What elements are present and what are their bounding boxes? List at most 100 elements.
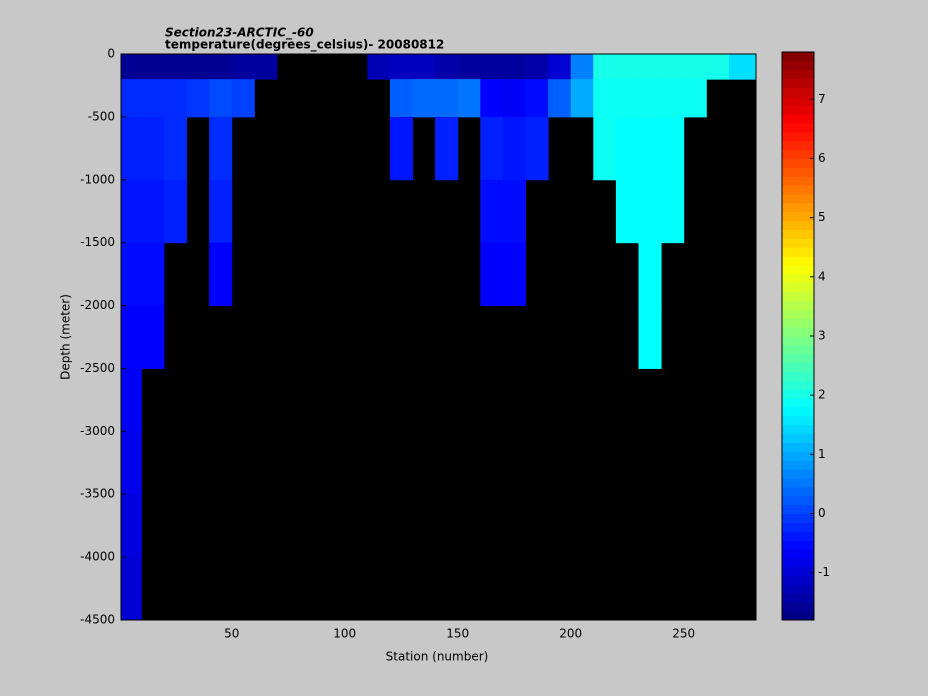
colorbar-tick-label: 6 <box>818 151 826 165</box>
cell <box>480 54 504 80</box>
cell <box>661 116 685 181</box>
cell <box>638 305 662 369</box>
colorbar-tick-label: 7 <box>818 92 826 106</box>
cell <box>502 242 527 307</box>
y-tick-label: -3000 <box>80 424 115 438</box>
colorbar-step <box>782 371 814 381</box>
colorbar-step <box>782 557 814 568</box>
colorbar-step <box>782 602 814 612</box>
colorbar-step <box>782 140 814 151</box>
cell <box>121 54 142 80</box>
colorbar-step <box>782 220 814 230</box>
x-tick-label: 100 <box>333 627 356 641</box>
cell <box>525 54 549 80</box>
colorbar-tick-label: 5 <box>818 210 826 224</box>
cell <box>209 79 233 118</box>
colorbar-step <box>782 318 814 328</box>
cell <box>231 79 255 118</box>
x-tick-label: 250 <box>672 627 695 641</box>
colorbar-step <box>782 611 814 621</box>
cell <box>121 431 142 495</box>
cell <box>706 54 730 80</box>
colorbar-step <box>782 549 814 559</box>
cell <box>163 79 188 118</box>
cell <box>121 116 142 181</box>
cell <box>254 54 278 80</box>
colorbar-step <box>782 433 814 443</box>
cell <box>525 79 549 118</box>
colorbar-tick-label: 3 <box>818 329 826 343</box>
cell <box>502 79 527 118</box>
cell <box>502 116 527 181</box>
colorbar-step <box>782 78 814 88</box>
colorbar-step <box>782 69 814 80</box>
cell <box>163 116 188 181</box>
colorbar-step <box>782 584 814 594</box>
y-tick-label: -1000 <box>80 172 115 186</box>
cell <box>412 54 436 80</box>
colorbar-step <box>782 478 814 488</box>
colorbar-step <box>782 415 814 426</box>
colorbar-tick-label: 4 <box>818 269 826 283</box>
plot-frame <box>120 53 757 621</box>
cell <box>570 79 594 118</box>
cell <box>141 116 165 181</box>
colorbar-step <box>782 575 814 585</box>
cell <box>412 79 436 118</box>
cell <box>457 79 481 118</box>
colorbar-step <box>782 114 814 124</box>
colorbar-step <box>782 398 814 408</box>
cell <box>502 179 527 244</box>
cell <box>593 116 617 181</box>
cell <box>638 79 662 118</box>
cell <box>209 54 233 80</box>
cell <box>638 116 662 181</box>
colorbar-step <box>782 389 814 399</box>
cell <box>457 54 481 80</box>
cell <box>121 557 142 621</box>
cell <box>186 54 210 80</box>
cell <box>141 305 165 369</box>
colorbar-step <box>782 424 814 435</box>
cell <box>121 242 142 307</box>
cell <box>435 79 459 118</box>
y-tick-label: -4500 <box>80 613 115 627</box>
colorbar-step <box>782 282 814 293</box>
colorbar-step <box>782 265 814 275</box>
cell <box>389 79 414 118</box>
x-tick-label: 50 <box>224 627 239 641</box>
cell <box>231 54 255 80</box>
colorbar-step <box>782 52 814 62</box>
cell <box>502 54 527 80</box>
cell <box>480 79 504 118</box>
cell <box>570 54 594 80</box>
cell <box>435 54 459 80</box>
y-tick-label: -4000 <box>80 550 115 564</box>
colorbar-step <box>782 256 814 266</box>
colorbar-step <box>782 522 814 532</box>
cell <box>367 54 391 80</box>
colorbar-step <box>782 460 814 470</box>
y-tick-label: -3500 <box>80 487 115 501</box>
cell <box>121 179 142 244</box>
colorbar-step <box>782 513 814 523</box>
colorbar-step <box>782 105 814 115</box>
colorbar-step <box>782 486 814 497</box>
cell <box>389 116 414 181</box>
y-tick-label: 0 <box>107 47 115 61</box>
cell <box>209 179 233 244</box>
cell <box>480 179 504 244</box>
colorbar-step <box>782 531 814 541</box>
colorbar-step <box>782 211 814 222</box>
x-axis-label: Station (number) <box>386 650 489 664</box>
cell <box>141 242 165 307</box>
colorbar-step <box>782 123 814 133</box>
cell <box>638 179 662 244</box>
cell <box>683 79 707 118</box>
colorbar-step <box>782 407 814 417</box>
colorbar-step <box>782 158 814 168</box>
cell <box>548 79 572 118</box>
cell <box>661 79 685 118</box>
colorbar-step <box>782 167 814 177</box>
